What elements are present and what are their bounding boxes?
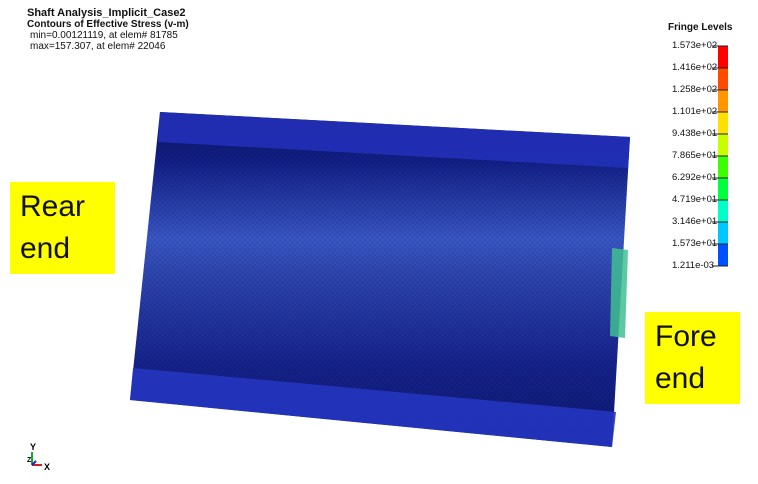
legend-band — [718, 200, 728, 222]
header-max: max=157.307, at elem# 22046 — [27, 41, 189, 52]
legend-band — [718, 222, 728, 244]
legend-level: 9.438e+01 — [672, 128, 717, 139]
legend-level: 1.101e+02 — [672, 106, 717, 117]
legend-level: 1.416e+02 — [672, 62, 717, 73]
legend-level: 3.146e+01 — [672, 216, 717, 227]
legend-band — [718, 90, 728, 112]
legend-level: 1.211e-03 — [672, 260, 714, 271]
triad-y-label: Y — [30, 442, 36, 452]
page: {"header": {"title": "Shaft Analysis_Imp… — [0, 0, 758, 484]
header-min: min=0.00121119, at elem# 81785 — [27, 30, 189, 41]
header-title: Shaft Analysis_Implicit_Case2 — [27, 8, 189, 19]
rear-note: Rear end — [10, 182, 115, 274]
legend-level: 1.573e+01 — [672, 238, 717, 249]
header: Shaft Analysis_Implicit_Case2 Contours o… — [27, 8, 189, 52]
rear-line: end — [20, 228, 105, 270]
fore-line: Fore — [655, 316, 730, 358]
legend-level: 4.719e+01 — [672, 194, 717, 205]
legend-band — [718, 156, 728, 178]
legend-level: 1.573e+02 — [672, 40, 717, 51]
legend-band — [718, 178, 728, 200]
triad-x-label: X — [44, 462, 50, 472]
legend-band — [718, 244, 728, 266]
hot-spot — [610, 248, 628, 338]
fore-line: end — [655, 358, 730, 400]
triad-z-label: Z — [27, 457, 32, 464]
legend-level: 6.292e+01 — [672, 172, 717, 183]
rear-line: Rear — [20, 186, 105, 228]
legend-band — [718, 68, 728, 90]
triad — [32, 452, 42, 465]
legend-band — [718, 46, 728, 68]
legend-band — [718, 134, 728, 156]
fore-note: Fore end — [645, 312, 740, 404]
legend-band — [718, 112, 728, 134]
header-subtitle: Contours of Effective Stress (v-m) — [27, 19, 189, 30]
legend-level: 1.258e+02 — [672, 84, 717, 95]
legend-title: Fringe Levels — [668, 22, 732, 33]
legend-level: 7.865e+01 — [672, 150, 717, 161]
